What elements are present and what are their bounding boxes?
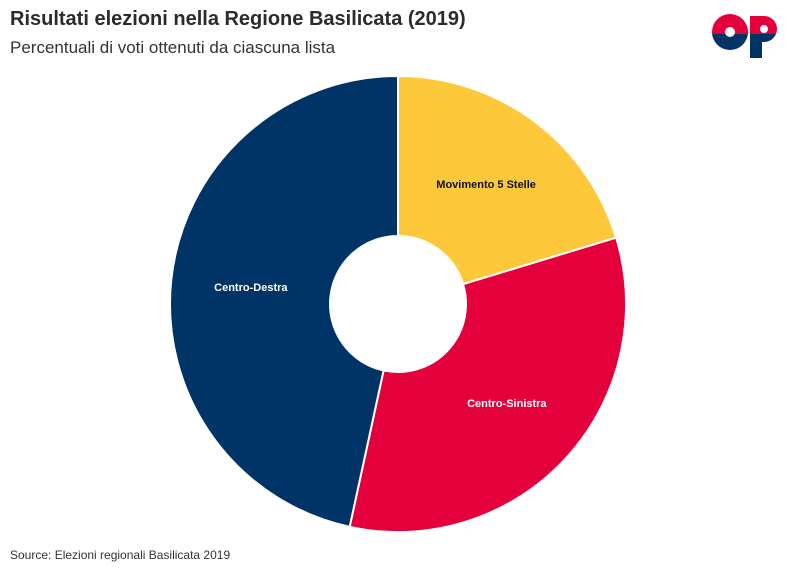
- chart-title: Risultati elezioni nella Regione Basilic…: [10, 8, 466, 30]
- slice-movimento-5-stelle: [397, 74, 618, 286]
- slice-label-centro-destra: Centro-Destra: [214, 282, 288, 294]
- slice-label-movimento-5-stelle: Movimento 5 Stelle: [436, 179, 536, 191]
- slice-label-centro-sinistra: Centro-Sinistra: [467, 398, 547, 410]
- slice-centro-destra: [169, 74, 399, 529]
- chart-subtitle: Percentuali di voti ottenuti da ciascuna…: [10, 38, 336, 57]
- openpolis-logo: [712, 14, 777, 58]
- logo-mark: [712, 14, 777, 58]
- slice-centro-sinistra: [348, 236, 627, 533]
- source-note: Source: Elezioni regionali Basilicata 20…: [10, 548, 231, 562]
